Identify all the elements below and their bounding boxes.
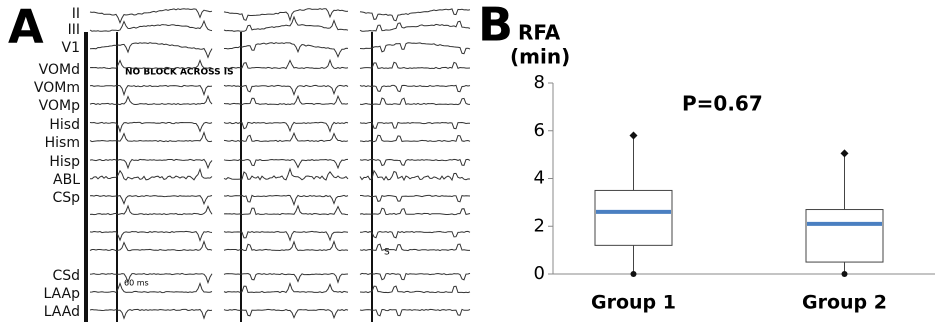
trace — [360, 98, 470, 105]
gap — [351, 32, 358, 322]
channel-label: Hisd — [49, 117, 80, 133]
channel-label: Hism — [45, 135, 80, 151]
trace — [90, 85, 212, 94]
trace — [224, 206, 348, 215]
trace — [90, 43, 212, 58]
trace — [360, 43, 470, 54]
channel-label: VOMm — [34, 80, 80, 96]
panel-label: B — [478, 0, 513, 52]
trace — [360, 208, 470, 214]
channel-label: Hisp — [49, 154, 80, 170]
annotation: NO BLOCK ACROSS IS — [125, 68, 234, 78]
trace — [224, 284, 348, 293]
channel-label: V1 — [62, 40, 80, 56]
y-tick-label: 6 — [534, 120, 545, 141]
trace — [360, 195, 470, 201]
trace — [90, 96, 212, 105]
trace — [224, 169, 348, 180]
x-tick-label: Group 1 — [591, 292, 676, 314]
trace — [224, 242, 348, 251]
min-marker — [631, 271, 637, 277]
trace — [360, 135, 470, 141]
min-marker — [842, 271, 848, 277]
y-tick-label: 2 — [534, 215, 545, 236]
y-axis-label: RFA — [518, 21, 561, 45]
trace — [224, 9, 348, 21]
trace — [224, 195, 348, 204]
channel-label: ABL — [53, 172, 80, 188]
axis-bar — [84, 32, 88, 322]
trace — [360, 123, 470, 129]
trace — [224, 122, 348, 131]
trace — [90, 122, 212, 131]
trace — [224, 159, 348, 168]
channel-label: III — [68, 22, 80, 38]
trace — [224, 60, 348, 68]
trace — [224, 96, 348, 104]
trace — [90, 206, 212, 215]
y-tick-label: 4 — [534, 168, 545, 189]
y-tick-label: 0 — [534, 263, 545, 284]
channel-label: CSd — [52, 268, 80, 284]
panel-label: A — [8, 0, 44, 54]
trace — [360, 231, 470, 237]
panel-b: B RFA (min) P=0.67 0 2 4 6 8 Group 1 Group 2 — [478, 0, 935, 314]
x-tick-label: Group 2 — [802, 292, 887, 314]
trace — [224, 133, 348, 141]
channel-label: CSp — [52, 190, 80, 206]
max-marker — [841, 149, 849, 157]
annotation: P=0.67 — [682, 92, 763, 116]
trace — [360, 273, 470, 279]
trace — [224, 231, 348, 240]
y-tick-label: 8 — [534, 72, 545, 93]
trace — [224, 309, 348, 317]
trace — [360, 62, 470, 68]
channel-label: VOMd — [39, 62, 80, 78]
trace — [90, 242, 212, 251]
trace — [90, 273, 212, 282]
trace — [90, 231, 212, 240]
trace — [90, 195, 212, 203]
annotation: 60 ms — [124, 279, 149, 288]
trace — [90, 159, 212, 168]
trace — [224, 17, 348, 31]
trace — [360, 309, 470, 315]
figure: A NO BLOCK ACROSS IS 60 ms S IIIII V1 VOMd… — [0, 0, 939, 322]
trace — [224, 43, 348, 57]
trace — [224, 274, 348, 283]
trace — [90, 284, 212, 293]
channel-label: II — [72, 6, 80, 22]
trace — [90, 21, 212, 31]
trace — [360, 244, 470, 251]
y-axis-label: (min) — [510, 45, 570, 69]
trace — [90, 9, 212, 23]
trace — [360, 159, 470, 165]
trace — [360, 21, 470, 31]
trace — [224, 85, 348, 94]
box — [595, 190, 672, 245]
channel-label: LAAp — [43, 286, 80, 302]
trace — [360, 9, 470, 21]
trace — [90, 133, 212, 142]
max-marker — [630, 132, 638, 140]
trace — [360, 171, 470, 180]
channel-label: VOMp — [39, 98, 80, 114]
trace — [360, 286, 470, 293]
trace — [360, 85, 470, 91]
trace — [90, 309, 212, 318]
channel-label: LAAd — [44, 304, 80, 320]
box — [806, 210, 883, 263]
annotation: S — [384, 248, 390, 258]
trace — [90, 169, 212, 180]
